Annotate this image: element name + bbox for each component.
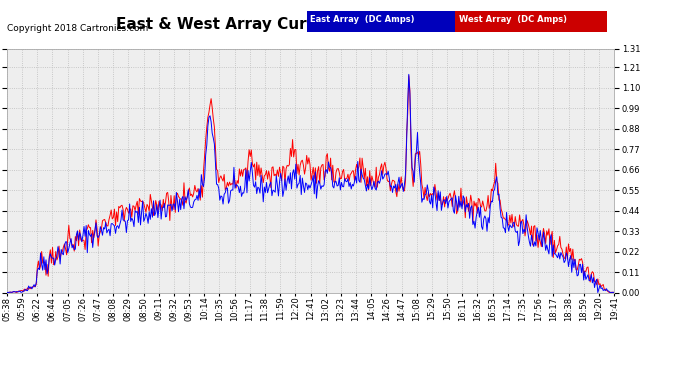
Text: Copyright 2018 Cartronics.com: Copyright 2018 Cartronics.com — [7, 24, 148, 33]
Text: West Array  (DC Amps): West Array (DC Amps) — [459, 15, 567, 24]
Text: East Array  (DC Amps): East Array (DC Amps) — [310, 15, 415, 24]
Text: East & West Array Current Mon May 21 19:45: East & West Array Current Mon May 21 19:… — [116, 17, 505, 32]
